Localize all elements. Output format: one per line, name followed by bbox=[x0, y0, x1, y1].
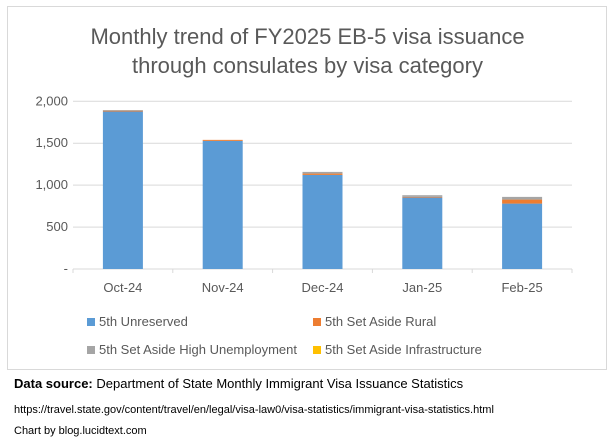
bar-segment bbox=[102, 110, 143, 112]
bar-segment bbox=[202, 139, 243, 141]
bar-segment bbox=[302, 174, 343, 269]
chart-title-line-2: through consulates by visa category bbox=[132, 53, 483, 78]
chart-frame bbox=[7, 6, 607, 370]
legend-label: 5th Unreserved bbox=[99, 314, 188, 329]
x-tick-label: Feb-25 bbox=[501, 280, 542, 295]
chart-title-line-1: Monthly trend of FY2025 EB-5 visa issuan… bbox=[90, 24, 525, 49]
y-tick-label: 2,000 bbox=[35, 93, 68, 108]
y-tick-label: 1,500 bbox=[35, 135, 68, 150]
legend-item-infrastructure: 5th Set Aside Infrastructure bbox=[313, 342, 482, 357]
legend-item-high-unemployment: 5th Set Aside High Unemployment bbox=[87, 342, 297, 357]
bar-segment bbox=[402, 195, 443, 197]
bar-segment bbox=[402, 197, 443, 269]
legend-swatch bbox=[313, 317, 321, 326]
x-tick-label: Oct-24 bbox=[103, 280, 142, 295]
legend-label: 5th Set Aside Rural bbox=[325, 314, 437, 329]
x-tick-label: Dec-24 bbox=[302, 280, 344, 295]
legend-swatch bbox=[313, 345, 321, 354]
bar-segment bbox=[102, 110, 143, 111]
bar-segment bbox=[202, 140, 243, 269]
bar-segment bbox=[402, 196, 443, 198]
legend-item-unreserved: 5th Unreserved bbox=[87, 314, 188, 329]
source-url[interactable]: https://travel.state.gov/content/travel/… bbox=[14, 404, 494, 416]
legend-label: 5th Set Aside Infrastructure bbox=[325, 342, 482, 357]
bar-segment bbox=[302, 171, 343, 174]
y-tick-label: - bbox=[64, 261, 68, 276]
bar-segment bbox=[502, 199, 543, 204]
bar-segment bbox=[302, 173, 343, 175]
x-tick-label: Nov-24 bbox=[202, 280, 244, 295]
data-source-label: Data source: bbox=[14, 376, 93, 391]
bar-segment bbox=[502, 196, 543, 200]
data-source: Data source: Department of State Monthly… bbox=[14, 376, 463, 391]
y-tick-label: 1,000 bbox=[35, 177, 68, 192]
bar-segment bbox=[102, 111, 143, 270]
x-tick-label: Jan-25 bbox=[402, 280, 442, 295]
data-source-text: Department of State Monthly Immigrant Vi… bbox=[92, 376, 464, 391]
legend-swatch bbox=[87, 317, 95, 326]
bar-segment bbox=[502, 203, 543, 269]
y-tick-label: 500 bbox=[46, 219, 68, 234]
legend-item-rural: 5th Set Aside Rural bbox=[313, 314, 436, 329]
legend-label: 5th Set Aside High Unemployment bbox=[99, 342, 297, 357]
chart-credit: Chart by blog.lucidtext.com bbox=[14, 425, 147, 437]
legend-swatch bbox=[87, 345, 95, 354]
chart-title: Monthly trend of FY2025 EB-5 visa issuan… bbox=[0, 22, 615, 80]
